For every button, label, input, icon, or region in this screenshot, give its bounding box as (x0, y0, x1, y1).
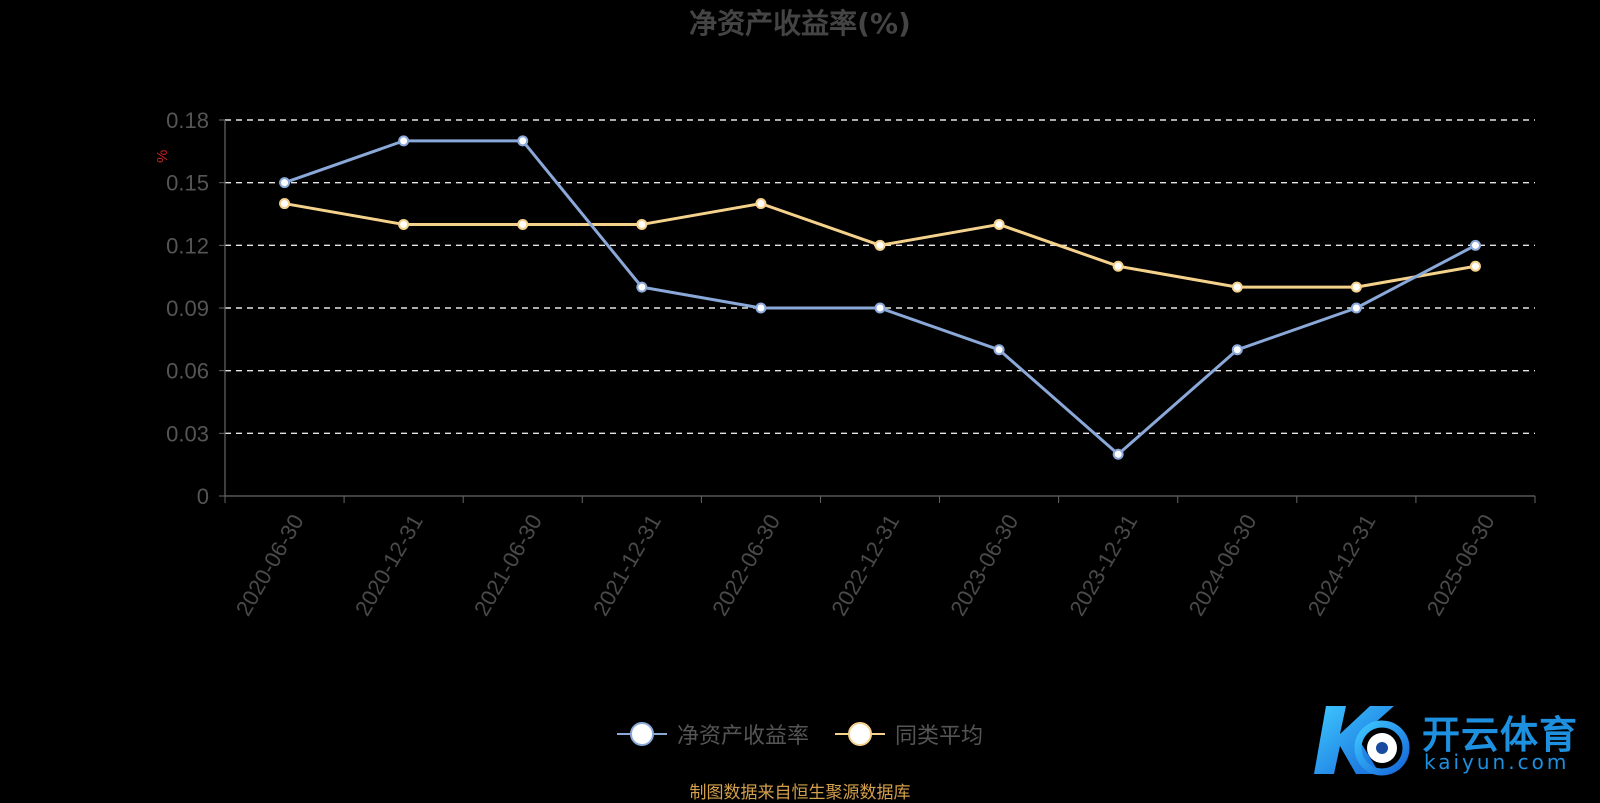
data-point-roe[interactable] (636, 281, 648, 293)
legend-swatch-peer-average (835, 721, 885, 747)
legend-swatch-roe (616, 721, 667, 747)
legend-item-roe[interactable]: 净资产收益率 (616, 718, 809, 750)
x-tick-label: 2020-06-30 (231, 510, 309, 620)
y-tick-label: 0 (197, 484, 209, 509)
data-point-peer-average[interactable] (1231, 281, 1243, 293)
data-point-roe[interactable] (755, 302, 767, 314)
legend-label-peer-average: 同类平均 (895, 724, 984, 749)
legend-item-peer-average[interactable]: 同类平均 (835, 718, 983, 750)
data-point-peer-average[interactable] (755, 198, 767, 210)
data-point-peer-average[interactable] (874, 239, 886, 251)
k-ball-logo-icon (1314, 706, 1410, 776)
watermark-brand: 开云体育 (1422, 713, 1579, 757)
data-point-roe[interactable] (874, 302, 886, 314)
legend-label-roe: 净资产收益率 (676, 724, 809, 749)
x-tick-label: 2023-12-31 (1064, 510, 1142, 620)
x-tick-label: 2021-12-31 (588, 510, 666, 620)
data-point-roe[interactable] (398, 135, 410, 147)
y-tick-label: 0.03 (166, 421, 209, 446)
watermark-logo: 开云体育 kaiyun.com (1312, 700, 1592, 780)
data-point-peer-average[interactable] (993, 218, 1005, 230)
x-tick-label: 2020-12-31 (350, 510, 428, 620)
data-point-roe[interactable] (279, 177, 291, 189)
data-point-roe[interactable] (1231, 344, 1243, 356)
y-axis-unit-label: % (154, 150, 171, 163)
data-point-peer-average[interactable] (279, 198, 291, 210)
y-tick-label: 0.18 (166, 108, 209, 133)
y-tick-label: 0.06 (166, 359, 209, 384)
data-point-roe[interactable] (1350, 302, 1362, 314)
y-tick-label: 0.09 (166, 296, 209, 321)
data-point-roe[interactable] (1469, 239, 1481, 251)
data-point-roe[interactable] (517, 135, 529, 147)
legend: 净资产收益率 同类平均 (0, 718, 1600, 750)
x-tick-label: 2021-06-30 (469, 510, 547, 620)
watermark-url: kaiyun.com (1424, 750, 1570, 774)
y-tick-label: 0.15 (166, 171, 209, 196)
data-point-roe[interactable] (993, 344, 1005, 356)
x-tick-label: 2024-06-30 (1184, 510, 1262, 620)
data-point-peer-average[interactable] (517, 218, 529, 230)
x-tick-label: 2023-06-30 (945, 510, 1023, 620)
data-point-peer-average[interactable] (1112, 260, 1124, 272)
y-tick-label: 0.12 (166, 233, 209, 258)
series-line-roe (284, 139, 1477, 456)
data-point-peer-average[interactable] (636, 218, 648, 230)
data-point-peer-average[interactable] (1469, 260, 1481, 272)
data-point-peer-average[interactable] (398, 218, 410, 230)
source-note: 制图数据来自恒生聚源数据库 (689, 783, 911, 803)
x-tick-label: 2024-12-31 (1303, 510, 1381, 620)
x-tick-label: 2022-06-30 (707, 510, 785, 620)
chart-title: 净资产收益率(%) (689, 7, 911, 40)
x-tick-label: 2022-12-31 (826, 510, 904, 620)
x-tick-label: 2025-06-30 (1422, 510, 1500, 620)
data-point-roe[interactable] (1112, 448, 1124, 460)
data-point-peer-average[interactable] (1350, 281, 1362, 293)
